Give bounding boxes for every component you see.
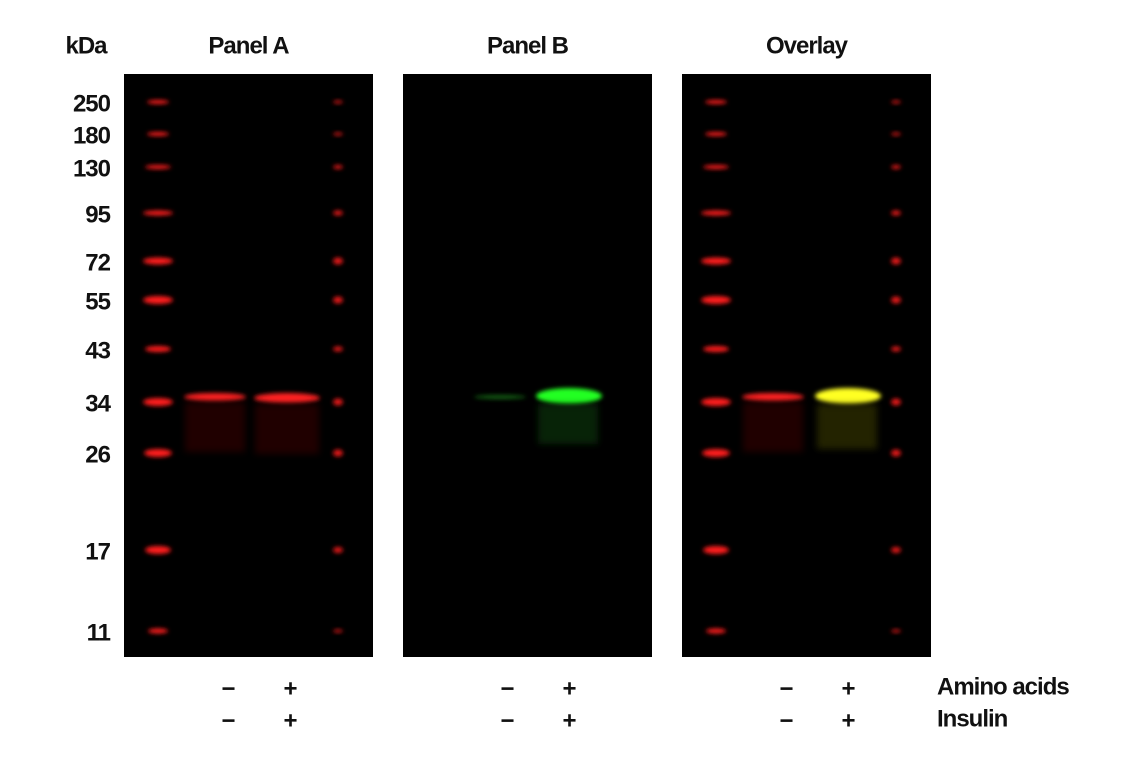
condition-sign: − [221, 675, 235, 702]
panel-title: Panel B [487, 32, 569, 59]
ladder-band [145, 346, 171, 352]
sample-band [536, 388, 602, 404]
condition-sign: − [779, 707, 793, 734]
ladder-band [703, 546, 729, 554]
marker-label: 55 [85, 288, 110, 315]
band-smear [255, 404, 319, 454]
sample-band [474, 395, 526, 399]
marker-label: 34 [85, 390, 111, 417]
ladder-band [705, 132, 727, 136]
condition-sign: + [841, 675, 855, 702]
ladder-band [705, 100, 727, 104]
ladder-band [333, 449, 343, 457]
band-smear [817, 404, 877, 449]
blot-panel [682, 74, 931, 657]
ladder-band [703, 346, 729, 352]
ladder-band [701, 296, 731, 304]
ladder-band [891, 296, 901, 304]
ladder-band [143, 257, 173, 265]
ladder-band [147, 100, 169, 104]
ladder-band [891, 449, 901, 457]
condition-label: Insulin [937, 705, 1008, 732]
condition-sign: − [500, 675, 514, 702]
condition-sign: + [562, 707, 576, 734]
band-smear [538, 404, 598, 444]
marker-label: 43 [85, 337, 110, 364]
ladder-band [333, 346, 343, 352]
ladder-band [891, 210, 901, 216]
ladder-band [144, 449, 172, 457]
blot-panel [403, 74, 652, 657]
ladder-band [703, 165, 729, 169]
ladder-band [333, 547, 343, 553]
ladder-band [333, 629, 343, 633]
panel-title: Panel A [208, 32, 289, 59]
condition-sign: + [283, 675, 297, 702]
ladder-band [891, 165, 901, 169]
ladder-band [891, 257, 901, 265]
ladder-band [333, 100, 343, 104]
band-smear [743, 402, 803, 452]
ladder-band [702, 449, 730, 457]
ladder-band [143, 398, 173, 406]
ladder-band [333, 296, 343, 304]
condition-sign: + [283, 707, 297, 734]
ladder-band [333, 257, 343, 265]
marker-label: 17 [85, 538, 110, 565]
ladder-band [706, 628, 726, 634]
ladder-band [333, 165, 343, 169]
kda-label: kDa [65, 32, 108, 59]
ladder-band [891, 398, 901, 406]
sample-band [742, 393, 804, 401]
sample-band [815, 388, 881, 404]
marker-label: 72 [85, 249, 110, 276]
ladder-band [145, 165, 171, 169]
condition-sign: − [500, 707, 514, 734]
sample-band [254, 393, 320, 403]
ladder-band [891, 346, 901, 352]
condition-sign: − [779, 675, 793, 702]
ladder-band [891, 132, 901, 136]
condition-sign: + [841, 707, 855, 734]
condition-label: Amino acids [937, 673, 1069, 700]
ladder-band [891, 547, 901, 553]
ladder-band [143, 210, 173, 216]
ladder-band [333, 210, 343, 216]
marker-label: 250 [73, 90, 111, 117]
marker-label: 11 [87, 619, 111, 646]
ladder-band [701, 398, 731, 406]
marker-label: 180 [73, 122, 111, 149]
sample-band [184, 393, 246, 401]
ladder-band [891, 100, 901, 104]
ladder-band [701, 257, 731, 265]
ladder-band [148, 628, 168, 634]
marker-label: 95 [85, 201, 110, 228]
condition-sign: + [562, 675, 576, 702]
blot-panel [124, 74, 373, 657]
ladder-band [333, 398, 343, 406]
ladder-band [701, 210, 731, 216]
band-smear [185, 402, 245, 452]
ladder-band [143, 296, 173, 304]
ladder-band [333, 132, 343, 136]
marker-label: 130 [73, 155, 111, 182]
ladder-band [147, 132, 169, 136]
ladder-band [891, 629, 901, 633]
marker-label: 26 [85, 441, 110, 468]
panel-title: Overlay [766, 32, 849, 59]
ladder-band [145, 546, 171, 554]
condition-sign: − [221, 707, 235, 734]
